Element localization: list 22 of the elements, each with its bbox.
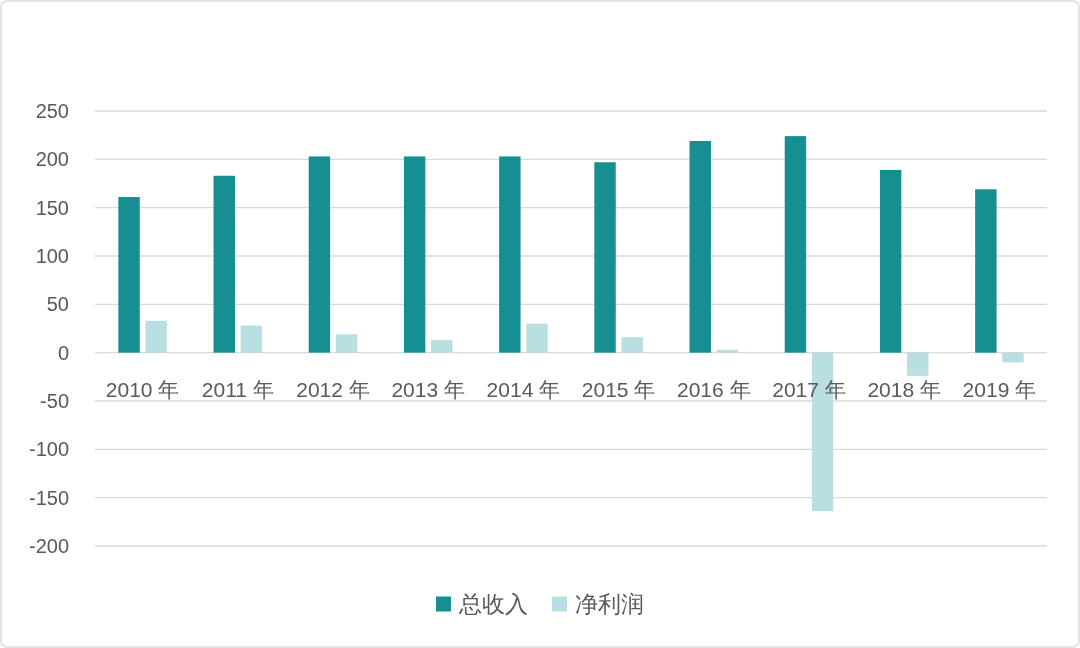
- y-tick-label: 250: [35, 100, 69, 122]
- x-tick-label: 2013 年: [391, 378, 465, 402]
- legend-label: 总收入: [459, 591, 528, 617]
- y-tick-label: -50: [40, 390, 69, 412]
- x-tick-label: 2012 年: [296, 378, 370, 402]
- y-tick-label: -100: [28, 438, 69, 461]
- x-tick-label: 2011 年: [201, 378, 274, 402]
- y-tick-label: 100: [35, 245, 69, 267]
- x-tick-label: 2017 年: [772, 378, 846, 402]
- x-tick-label: 2015 年: [581, 378, 656, 402]
- y-tick-label: -150: [28, 486, 69, 509]
- y-tick-label: 150: [35, 196, 69, 219]
- x-tick-label: 2016 年: [677, 378, 751, 402]
- x-tick-label: 2019 年: [962, 378, 1037, 402]
- x-tick-label: 2010 年: [105, 378, 180, 402]
- y-tick-label: 50: [46, 293, 69, 316]
- legend-label: 净利润: [575, 591, 644, 617]
- y-tick-label: 200: [35, 148, 69, 171]
- y-tick-label: 0: [57, 341, 69, 364]
- x-tick-label: 2018 年: [867, 378, 941, 402]
- x-tick-label: 2014 年: [486, 378, 561, 402]
- y-tick-label: -200: [28, 535, 69, 557]
